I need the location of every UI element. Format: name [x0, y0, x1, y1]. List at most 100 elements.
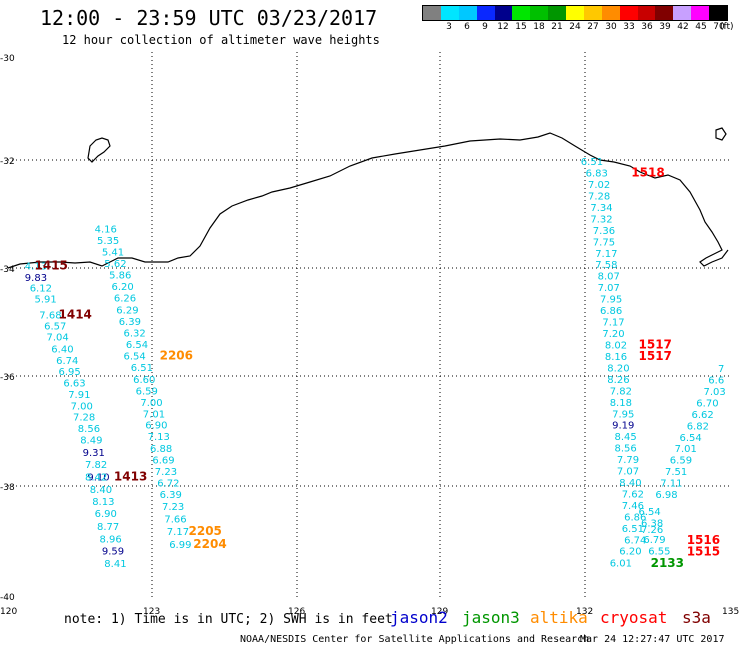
legend-label: 70 [713, 22, 725, 32]
wave-height-value: 8.77 [97, 522, 119, 533]
wave-height-value: 7.36 [593, 226, 615, 237]
pass-time-label: 2205 [189, 524, 222, 538]
wave-height-value: 8.49 [80, 436, 102, 447]
wave-height-value: 7.20 [602, 329, 624, 340]
wave-height-value: 6.54 [124, 351, 146, 362]
wave-height-value: 7.28 [73, 413, 95, 424]
wave-height-value: 8.56 [615, 444, 637, 455]
wave-height-value: 8.40 [619, 478, 641, 489]
legend-label: 27 [587, 22, 599, 32]
wave-height-value: 7.95 [612, 409, 634, 420]
wave-height-value: 7.03 [704, 387, 726, 398]
wave-height-value: 6.6 [708, 375, 724, 386]
wave-height-value: 7.95 [600, 295, 622, 306]
wave-height-value: 7.58 [595, 260, 617, 271]
wave-height-value: 8.18 [610, 398, 632, 409]
wave-height-value: 8.56 [78, 424, 100, 435]
legend-label: 36 [641, 22, 653, 32]
pass-time-label: 1415 [35, 258, 68, 272]
wave-height-value: 4.13 [25, 261, 47, 272]
wave-height-value: 9.10 [87, 473, 109, 484]
wave-height-value: 6.59 [136, 386, 158, 397]
map-title: 12:00 - 23:59 UTC 03/23/2017 [40, 6, 378, 30]
wave-height-value: 5.41 [102, 248, 124, 259]
wave-height-value: 6.79 [643, 535, 665, 546]
legend-swatch [583, 6, 602, 20]
legend-swatch [566, 6, 584, 20]
legend-label: 15 [515, 22, 527, 32]
legend-label: 9 [482, 22, 488, 32]
wave-height-value: 8.40 [90, 485, 112, 496]
lat-label: -34 [0, 265, 15, 275]
wave-height-value: 7.17 [167, 527, 189, 538]
wave-height-value: 9.59 [102, 546, 124, 557]
wave-height-value: 7.04 [47, 332, 69, 343]
wave-height-value: 7.32 [590, 214, 612, 225]
legend-swatches [422, 5, 728, 21]
wave-height-value: 8.16 [605, 352, 627, 363]
wave-height-value: 6.82 [687, 421, 709, 432]
pass-time-label: 2204 [193, 537, 226, 551]
legend-labels: 3 6 9 12 15 18 21 24 27 30 33 36 39 42 45 70 (ft) [422, 21, 733, 33]
legend-swatch [530, 6, 549, 20]
wave-height-value: 5.35 [97, 236, 119, 247]
wave-height-value: 6.54 [126, 340, 148, 351]
wave-height-value: 7.07 [598, 283, 620, 294]
wave-height-value: 7.11 [660, 479, 682, 490]
legend-swatch [548, 6, 566, 20]
legend-unit: (ft) [720, 22, 734, 32]
legend-swatch [423, 6, 441, 20]
lon-label: 120 [0, 607, 17, 617]
legend-swatch [709, 6, 727, 20]
map-subtitle: 12 hour collection of altimeter wave hei… [62, 33, 380, 47]
wave-height-value: 7.01 [675, 444, 697, 455]
wave-height-value: 7.26 [641, 525, 663, 536]
wave-height-value: 8.13 [92, 497, 114, 508]
pass-time-label: 2206 [160, 348, 193, 362]
wave-height-value: 7.23 [155, 467, 177, 478]
wave-height-value: 6.86 [624, 513, 646, 524]
wave-height-value: 6.70 [696, 398, 718, 409]
wave-height-value: 7.91 [68, 390, 90, 401]
wave-height-value: 7.13 [148, 432, 170, 443]
wave-height-value: 6.55 [648, 546, 670, 557]
wave-height-value: 6.95 [59, 367, 81, 378]
pass-time-label: 1517 [639, 338, 672, 352]
legend-label: 24 [569, 22, 581, 32]
wave-height-value: 6.01 [610, 558, 632, 569]
satellite-legend-item: jason3 [462, 608, 520, 627]
satellite-legend-item: jason2 [390, 608, 448, 627]
satellite-legend-item: altika [530, 608, 588, 627]
wave-height-value: 6.59 [670, 456, 692, 467]
wave-height-value: 7.68 [39, 310, 61, 321]
wave-height-value: 7.00 [71, 402, 93, 413]
wave-height-value: 7.82 [610, 386, 632, 397]
wave-height-value: 6.20 [112, 282, 134, 293]
legend-swatch [494, 6, 513, 20]
wave-height-value: 8.02 [605, 341, 627, 352]
wave-height-value: 7.01 [143, 409, 165, 420]
legend-swatch [458, 6, 477, 20]
lat-lon-grid [8, 52, 730, 598]
wave-height-value: 5.86 [109, 271, 131, 282]
pass-time-label: 2133 [651, 556, 684, 570]
wave-height-value: 5.62 [104, 259, 126, 270]
wave-height-value: 6.99 [169, 540, 191, 551]
wave-height-value: 7.75 [593, 237, 615, 248]
lon-label: 123 [143, 607, 160, 617]
wave-height-value: 6.51 [581, 157, 603, 168]
wave-height-value: 6.26 [114, 294, 136, 305]
wave-height-value: 6.32 [124, 329, 146, 340]
legend-label: 18 [533, 22, 545, 32]
legend-swatch [619, 6, 638, 20]
legend-label: 39 [659, 22, 671, 32]
wave-height-value: 6.74 [56, 356, 78, 367]
wave-height-value: 8.41 [104, 559, 126, 570]
wave-height-value: 8.20 [607, 363, 629, 374]
wave-height-value: 6.88 [150, 444, 172, 455]
lat-axis-labels: -30 -32 -34 -36 -38 -40 [0, 54, 15, 603]
legend-label: 42 [677, 22, 689, 32]
wave-height-value: 6.54 [680, 433, 702, 444]
legend-swatch [440, 6, 459, 20]
